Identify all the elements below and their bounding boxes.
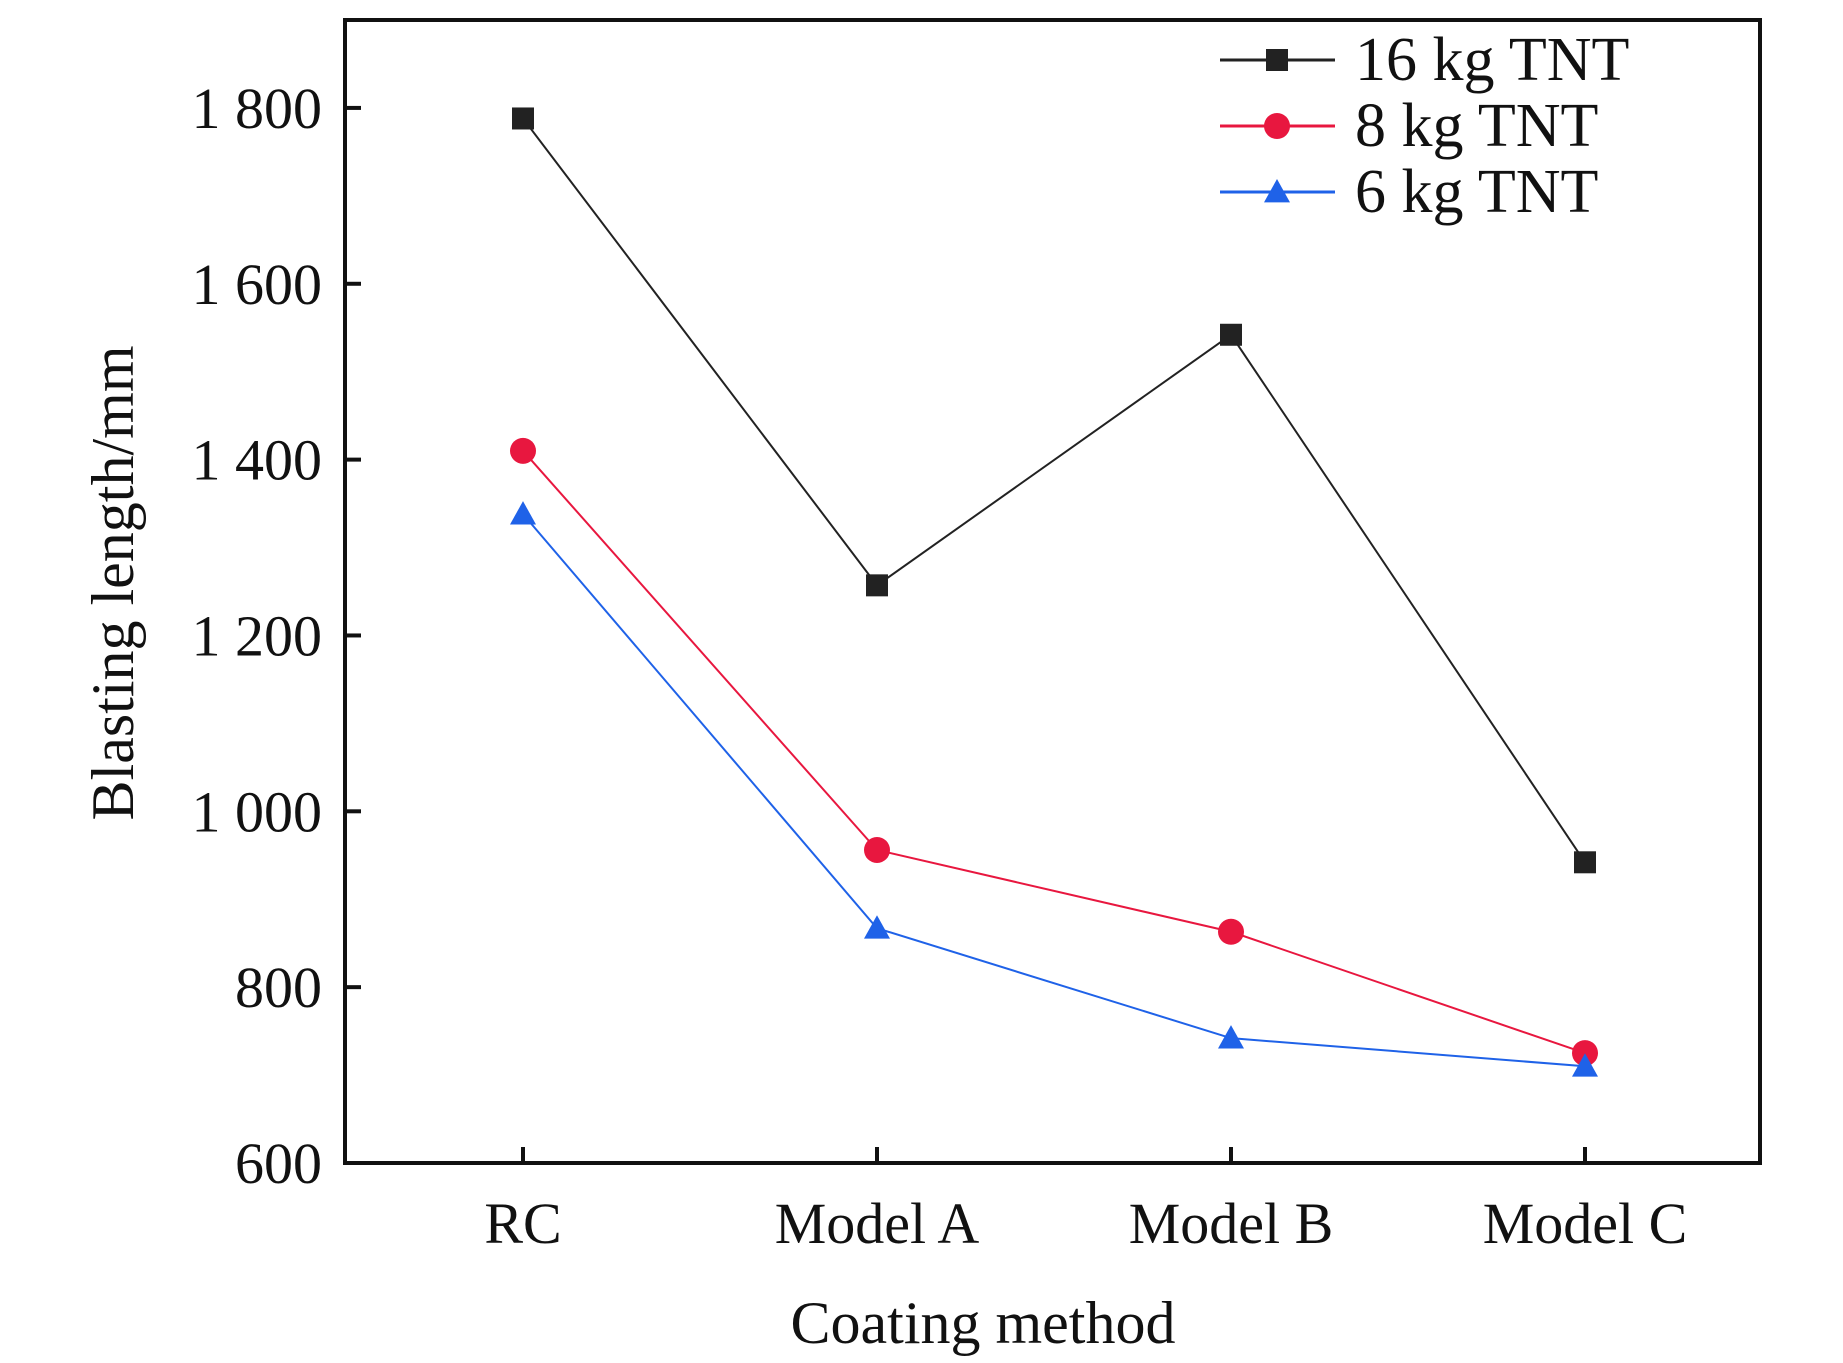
- legend-label: 6 kg TNT: [1355, 158, 1598, 226]
- x-tick-label: RC: [484, 1191, 561, 1256]
- series-line: [522, 450, 1586, 1055]
- x-tick-label: Model C: [1483, 1191, 1688, 1256]
- legend-item: 8 kg TNT: [1220, 92, 1598, 160]
- y-tick-label: 800: [235, 955, 322, 1020]
- y-tick-label: 1 600: [192, 252, 323, 317]
- data-point: [512, 107, 534, 130]
- plot-frame: [343, 18, 1762, 1165]
- data-point: [1218, 1025, 1244, 1049]
- y-axis-title: Blasting length/mm: [80, 346, 146, 821]
- data-point: [510, 437, 536, 464]
- x-tick-label: Model B: [1129, 1191, 1334, 1256]
- series-2: [510, 437, 1598, 1067]
- data-point: [1574, 851, 1596, 874]
- data-point: [866, 574, 888, 597]
- y-axis: 600 800 1 000 1 200 1 400 1 600 1 800: [192, 76, 361, 1196]
- data-point: [864, 836, 890, 863]
- series-line: [522, 117, 1586, 863]
- legend-marker: [1264, 179, 1290, 203]
- x-axis: RC Model A Model B Model C: [484, 1147, 1687, 1256]
- legend-marker: [1266, 49, 1288, 71]
- x-tick-label: Model A: [775, 1191, 980, 1256]
- series-layer: [510, 107, 1598, 1077]
- y-tick-label: 1 400: [192, 428, 323, 493]
- legend-item: 6 kg TNT: [1220, 158, 1598, 226]
- legend-label: 8 kg TNT: [1355, 92, 1598, 160]
- series-line: [522, 513, 1586, 1068]
- y-tick-label: 1 800: [192, 76, 323, 141]
- y-tick-label: 600: [235, 1131, 322, 1196]
- y-tick-label: 1 000: [192, 779, 323, 844]
- series-1: [512, 107, 1596, 874]
- legend-marker: [1264, 113, 1290, 139]
- data-point: [1572, 1040, 1598, 1067]
- data-point: [1218, 918, 1244, 945]
- data-point: [510, 501, 536, 525]
- y-tick-label: 1 200: [192, 603, 323, 668]
- x-axis-title: Coating method: [791, 1290, 1176, 1356]
- data-point: [1220, 323, 1242, 346]
- data-point: [1572, 1053, 1598, 1077]
- data-point: [864, 915, 890, 939]
- legend-item: 16 kg TNT: [1220, 26, 1629, 94]
- series-3: [510, 501, 1598, 1077]
- legend-label: 16 kg TNT: [1355, 26, 1629, 94]
